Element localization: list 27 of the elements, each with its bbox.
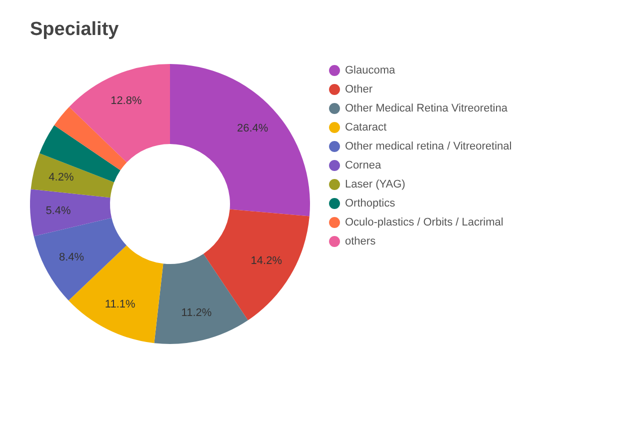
legend-label: Other medical retina / Vitreoretinal	[345, 140, 512, 152]
legend-label: Oculo-plastics / Orbits / Lacrimal	[345, 216, 504, 228]
legend-label: others	[345, 236, 376, 248]
data-label: 5.4%	[46, 205, 71, 218]
donut-slice	[69, 64, 170, 162]
legend-label: Glaucoma	[345, 64, 396, 76]
data-label: 14.2%	[250, 255, 282, 268]
legend-label: Other Medical Retina Vitreoretina	[345, 102, 508, 114]
legend-label: Cornea	[345, 160, 382, 172]
data-label: 8.4%	[58, 251, 84, 264]
legend-label: Other	[345, 84, 373, 96]
donut-slice	[40, 125, 120, 182]
donut-slice	[30, 153, 114, 198]
donut-slice	[34, 218, 127, 300]
legend-label: Cataract	[345, 122, 387, 134]
donut-slice	[170, 64, 310, 216]
donut-slice	[30, 189, 112, 236]
donut-slice	[154, 254, 248, 344]
data-label: 12.8%	[110, 94, 142, 107]
data-label: 11.1%	[104, 298, 136, 310]
chart-title: Speciality	[30, 19, 120, 40]
legend-label: Orthoptics	[345, 198, 396, 210]
data-label: 11.2%	[181, 306, 212, 319]
data-label: 26.4%	[237, 122, 268, 134]
data-label: 4.2%	[48, 172, 74, 184]
legend-label: Laser (YAG)	[345, 178, 406, 190]
donut-slice	[54, 106, 127, 170]
